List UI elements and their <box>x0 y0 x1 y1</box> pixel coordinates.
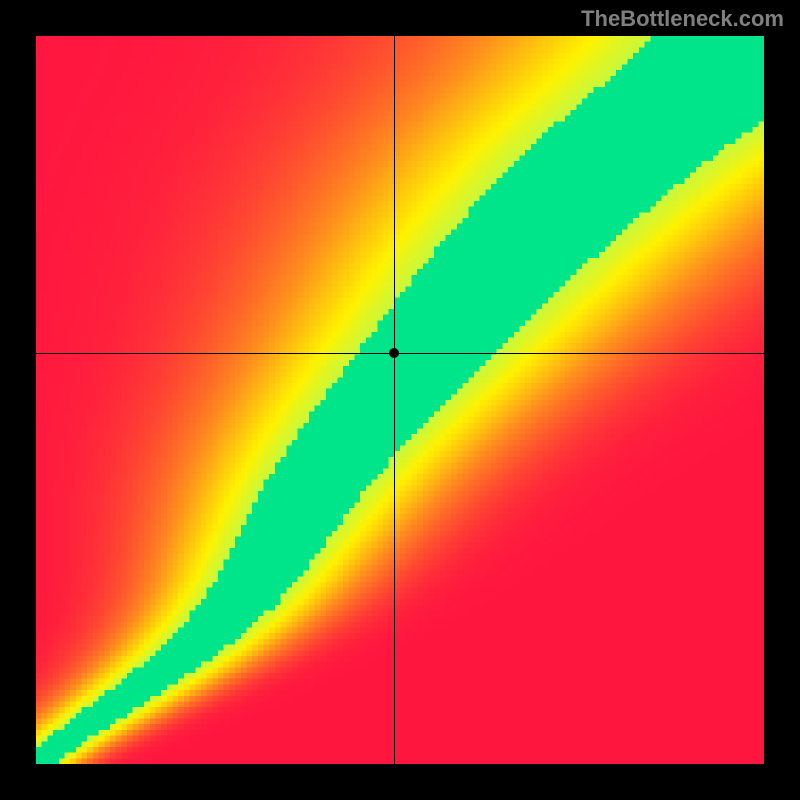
watermark-label: TheBottleneck.com <box>581 6 784 32</box>
data-point <box>389 348 399 358</box>
heatmap-canvas <box>36 36 764 764</box>
chart-container: TheBottleneck.com <box>0 0 800 800</box>
